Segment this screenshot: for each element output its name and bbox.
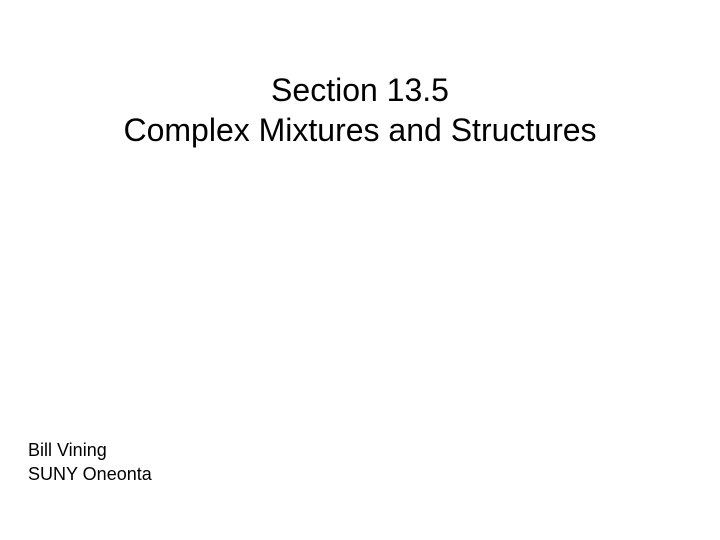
- title-line-1: Section 13.5: [0, 70, 720, 110]
- title-block: Section 13.5 Complex Mixtures and Struct…: [0, 70, 720, 150]
- author-block: Bill Vining SUNY Oneonta: [28, 439, 152, 486]
- title-line-2: Complex Mixtures and Structures: [0, 110, 720, 150]
- author-name: Bill Vining: [28, 439, 152, 462]
- author-affiliation: SUNY Oneonta: [28, 463, 152, 486]
- presentation-slide: Section 13.5 Complex Mixtures and Struct…: [0, 0, 720, 540]
